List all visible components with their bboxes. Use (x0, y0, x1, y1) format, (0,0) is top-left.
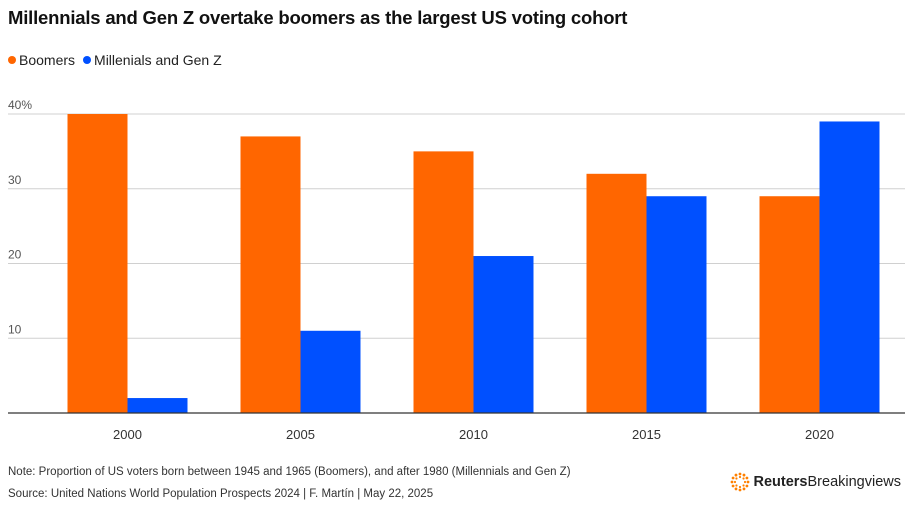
bar-millenials-and-gen-z-2000 (127, 398, 188, 413)
chart-title: Millennials and Gen Z overtake boomers a… (8, 7, 628, 28)
x-tick-label: 2005 (286, 427, 315, 442)
bar-boomers-2000 (67, 114, 128, 413)
y-tick-label: 40% (8, 98, 32, 112)
bar-chart: 10 20 30 40% 2000 2005 2010 2015 2020 (8, 98, 905, 442)
legend-swatch-millennials (83, 56, 92, 64)
y-tick-label: 10 (8, 322, 22, 336)
bar-millenials-and-gen-z-2005 (300, 330, 361, 413)
footnote: Note: Proportion of US voters born betwe… (8, 466, 571, 478)
reuters-dots-icon (730, 472, 749, 492)
y-tick-label: 20 (8, 248, 22, 262)
legend-swatch-boomers (8, 56, 16, 64)
legend-item-boomers: Boomers (8, 52, 75, 68)
bar-millenials-and-gen-z-2015 (646, 196, 707, 413)
legend-label-boomers: Boomers (19, 52, 76, 68)
bar-millenials-and-gen-z-2020 (819, 121, 880, 413)
legend-item-millennials: Millenials and Gen Z (83, 52, 222, 68)
bar-boomers-2015 (586, 173, 647, 413)
y-tick-label: 30 (8, 173, 22, 187)
bar-boomers-2010 (413, 151, 474, 413)
chart-legend: Boomers Millenials and Gen Z (8, 52, 230, 68)
logo-brand: Reuters (753, 474, 808, 490)
x-tick-label: 2015 (632, 427, 661, 442)
bar-millenials-and-gen-z-2010 (473, 256, 534, 413)
x-tick-label: 2020 (805, 427, 834, 442)
reuters-breakingviews-logo: Reuters Breakingviews (730, 472, 902, 492)
bar-boomers-2020 (759, 196, 820, 413)
logo-product: Breakingviews (807, 474, 902, 490)
x-tick-label: 2000 (113, 427, 142, 442)
x-tick-label: 2010 (459, 427, 488, 442)
legend-label-millennials: Millenials and Gen Z (94, 52, 222, 68)
source-line: Source: United Nations World Population … (8, 488, 434, 500)
bar-boomers-2005 (240, 136, 301, 414)
